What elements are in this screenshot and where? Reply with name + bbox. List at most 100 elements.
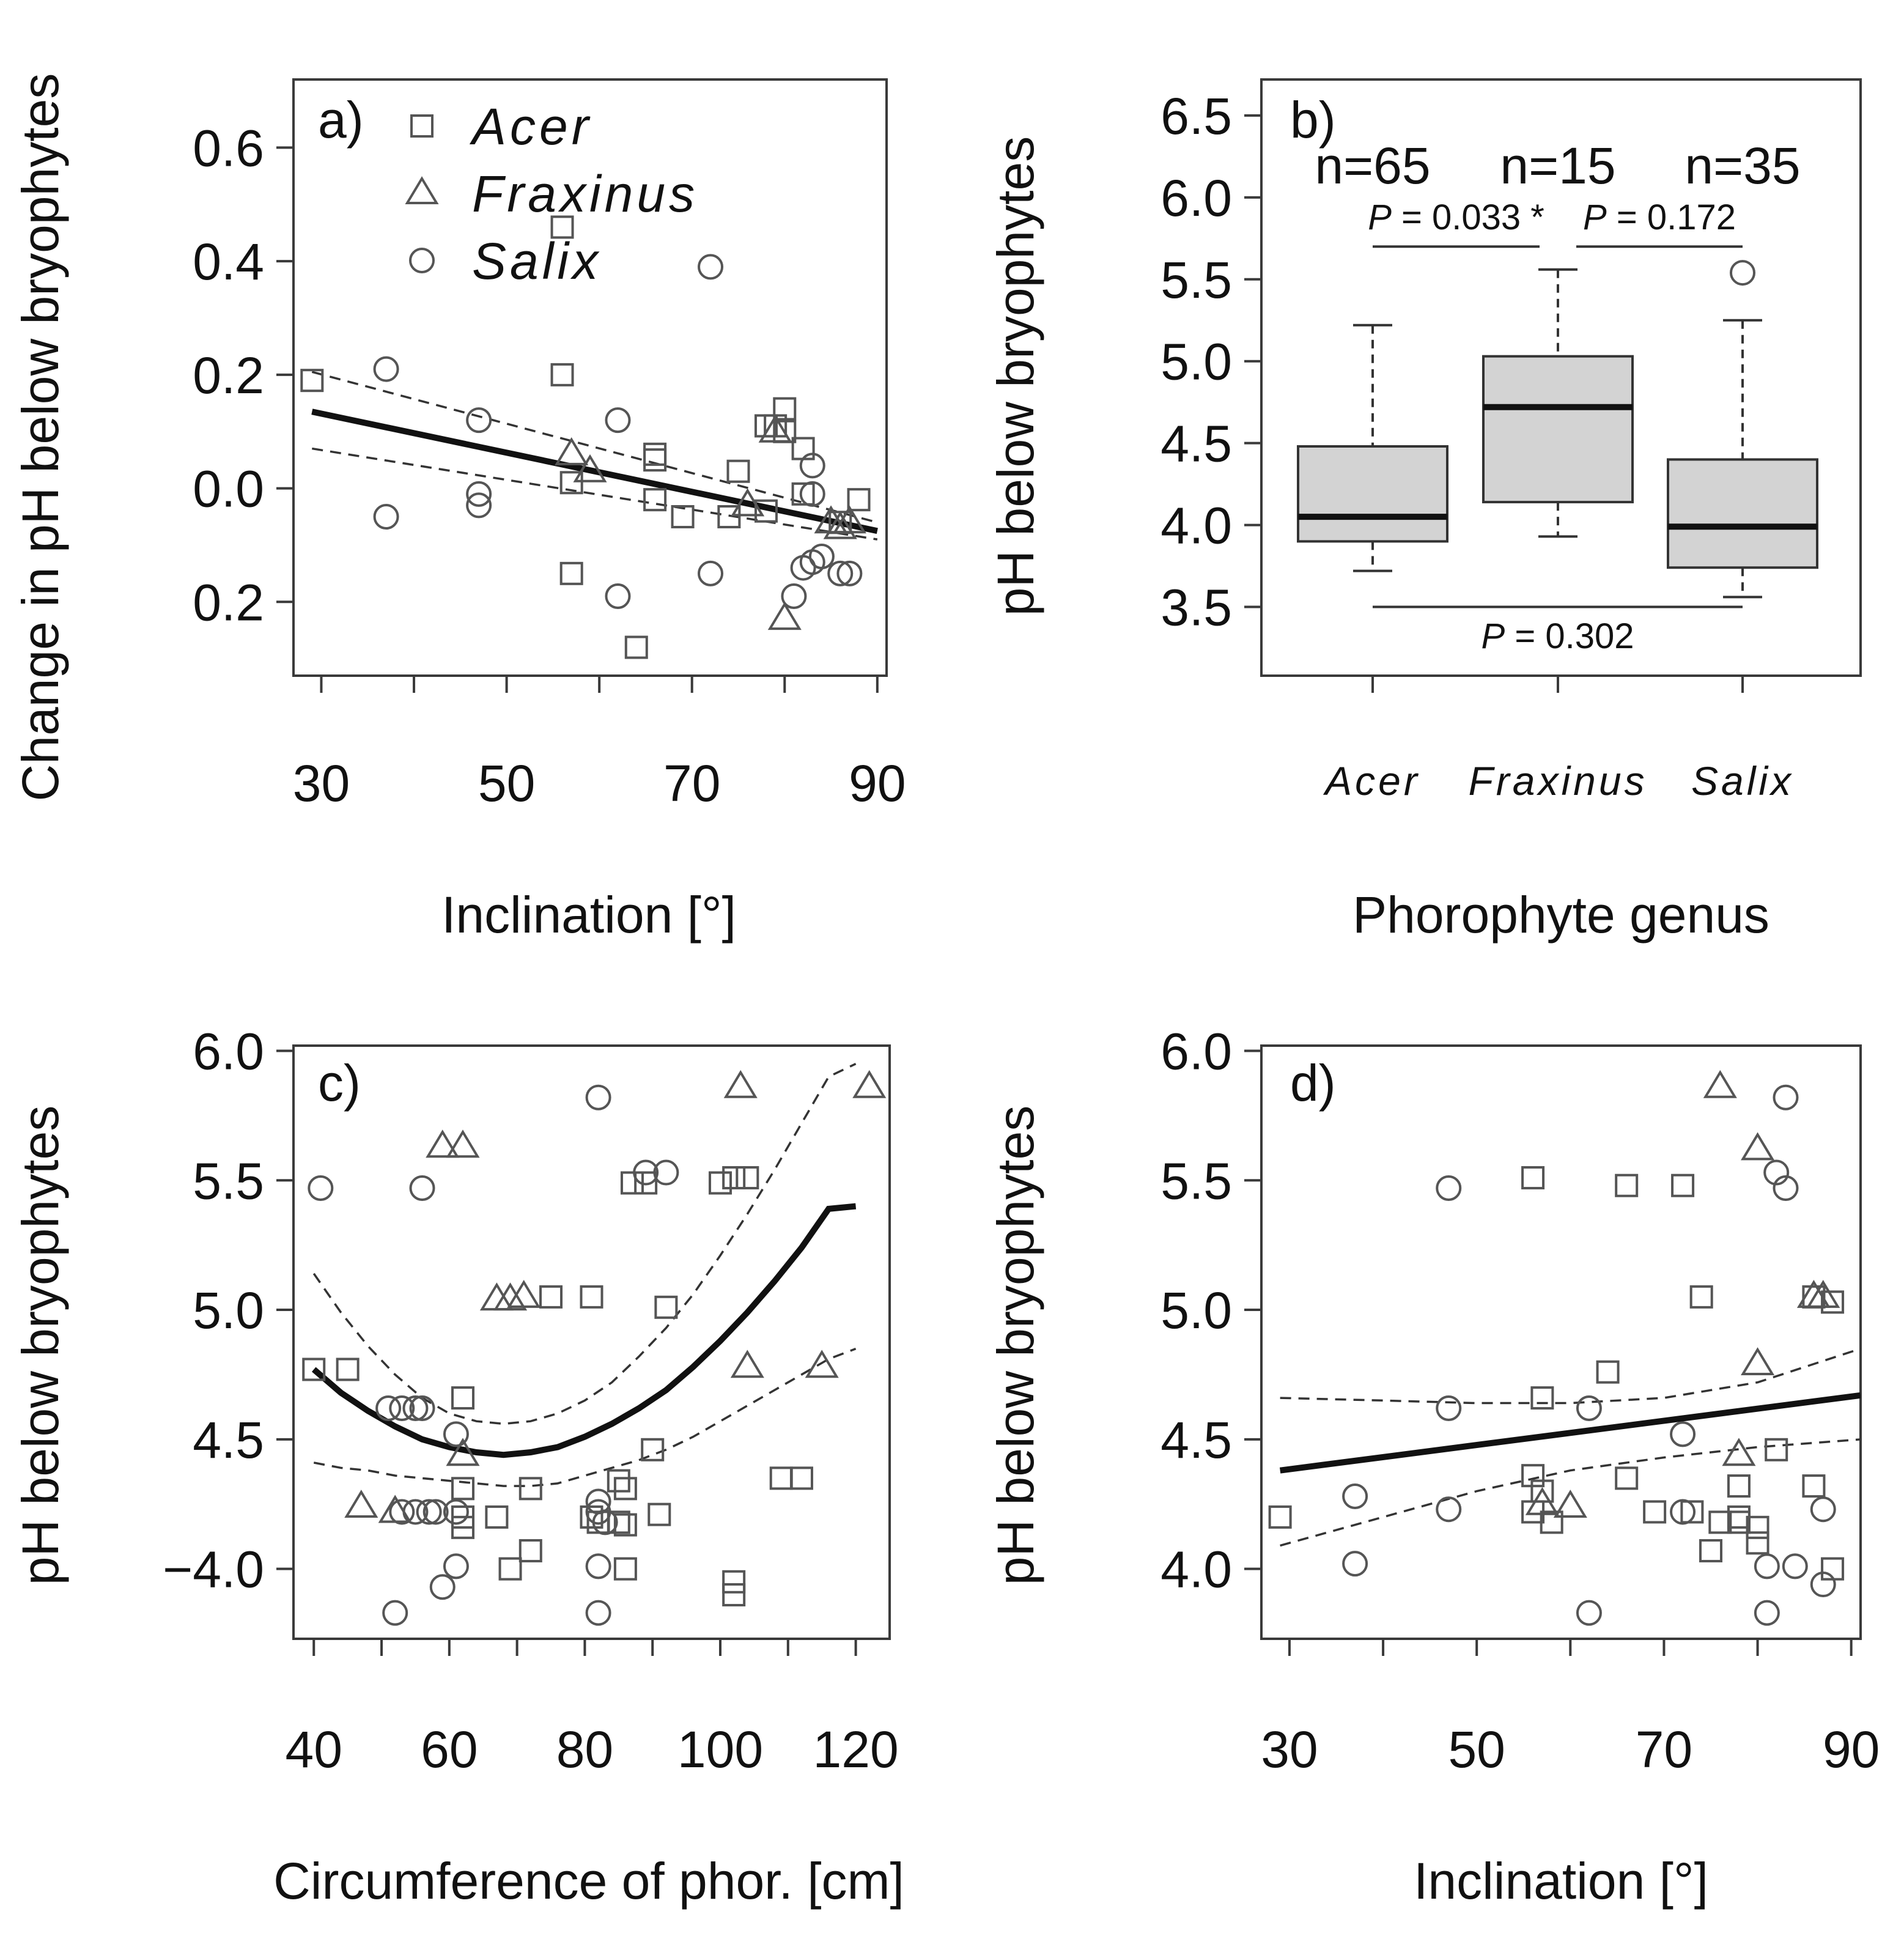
point-acer — [791, 482, 815, 506]
point-acer — [769, 1466, 793, 1490]
point-salix — [1576, 1395, 1602, 1422]
point-fraxinus — [1703, 1070, 1737, 1098]
x-tick-label: 80 — [556, 1721, 613, 1778]
fit-line — [311, 1203, 857, 1458]
p-value-label: P = 0.033 * — [1368, 198, 1544, 237]
fit-lines — [1279, 1347, 1861, 1547]
n-label: n=15 — [1500, 137, 1615, 194]
series-fraxinus — [555, 414, 866, 630]
point-salix — [585, 1084, 611, 1110]
point-acer — [451, 1386, 474, 1410]
point-fraxinus — [426, 1129, 460, 1158]
point-salix — [466, 492, 492, 519]
point-salix — [389, 1395, 415, 1422]
x-tick-label: 100 — [677, 1721, 763, 1778]
point-acer — [1521, 1166, 1545, 1190]
panel-c: 6.0 5.5 5.0 4.5 −4.0 40 60 80 100 120 Circumferenc… — [12, 1022, 904, 1910]
point-salix — [585, 1600, 611, 1626]
point-acer — [550, 215, 574, 239]
iqr-box — [1297, 445, 1448, 543]
point-acer — [613, 1477, 637, 1501]
y-tick-label: 0.2 — [193, 574, 264, 631]
panel-label: a) — [318, 91, 364, 149]
legend-label: Fraxinus — [472, 165, 698, 223]
point-salix — [1436, 1175, 1462, 1201]
fit-lines — [311, 371, 878, 541]
point-acer — [1643, 1500, 1667, 1524]
point-acer — [641, 1438, 665, 1461]
series-salix — [1342, 1084, 1836, 1626]
point-acer — [607, 1510, 630, 1534]
plot-frame — [1260, 78, 1862, 677]
x-axis-label: Phorophyte genus — [1352, 886, 1769, 944]
x-tick-label: 70 — [1636, 1721, 1692, 1778]
point-salix — [308, 1175, 334, 1201]
point-acer — [607, 1469, 630, 1493]
p-value-label: P = 0.302 — [1482, 616, 1634, 656]
fit-line — [1279, 1392, 1861, 1474]
y-tick-label: 4.5 — [193, 1411, 264, 1469]
point-acer — [773, 397, 797, 421]
point-acer — [722, 1166, 746, 1190]
point-salix — [836, 560, 863, 586]
y-tick-label: 4.0 — [1160, 497, 1232, 555]
point-salix — [605, 407, 631, 434]
series-acer — [302, 1166, 813, 1606]
ci-upper-line — [311, 371, 878, 523]
box-acer — [1297, 323, 1448, 572]
point-salix — [633, 1159, 659, 1186]
point-acer — [1268, 1505, 1292, 1529]
box-salix — [1667, 260, 1818, 599]
point-acer — [789, 1466, 813, 1490]
point-acer — [613, 1513, 637, 1537]
x-tick-label: 90 — [1823, 1721, 1880, 1778]
point-acer — [498, 1557, 522, 1581]
point-fraxinus — [1553, 1490, 1587, 1518]
point-salix — [375, 1395, 402, 1422]
point-fraxinus — [573, 454, 607, 482]
series-salix — [308, 1084, 679, 1626]
category-label: Salix — [1691, 758, 1794, 804]
y-tick-label: 5.0 — [1160, 333, 1232, 391]
point-fraxinus — [832, 505, 866, 534]
point-acer — [717, 505, 741, 528]
x-axis-label: Inclination [°] — [441, 886, 736, 944]
point-acer — [1727, 1510, 1751, 1534]
panel-label: c) — [318, 1054, 361, 1112]
point-salix — [1810, 1496, 1836, 1523]
point-salix — [382, 1600, 408, 1626]
point-acer — [624, 635, 648, 659]
x-axis-label: Inclination [°] — [1414, 1852, 1708, 1910]
y-tick-label: −4.0 — [163, 1541, 264, 1598]
outlier-point — [1730, 260, 1755, 286]
point-acer — [300, 369, 324, 393]
series-acer — [300, 215, 871, 659]
point-salix — [1773, 1084, 1799, 1110]
panel-label: b) — [1290, 91, 1336, 149]
point-salix — [409, 1175, 435, 1201]
y-tick-label: 5.5 — [1160, 1152, 1232, 1210]
iqr-box — [1482, 355, 1634, 504]
x-tick-label: 50 — [1448, 1721, 1505, 1778]
point-acer — [485, 1505, 509, 1529]
point-acer — [1530, 1386, 1554, 1410]
point-salix — [808, 544, 835, 569]
point-acer — [1699, 1539, 1722, 1562]
point-salix — [402, 1395, 429, 1422]
point-fraxinus — [493, 1282, 528, 1311]
x-tick-label: 120 — [813, 1721, 899, 1778]
point-acer — [1680, 1500, 1704, 1524]
point-acer — [722, 1570, 746, 1594]
point-salix — [827, 560, 854, 586]
point-acer — [643, 448, 667, 472]
point-acer — [518, 1539, 542, 1562]
point-fraxinus — [767, 602, 802, 630]
point-acer — [726, 459, 750, 483]
series-acer — [1268, 1166, 1845, 1581]
point-acer — [539, 1285, 563, 1309]
point-salix — [443, 1499, 469, 1525]
point-fraxinus — [723, 1070, 758, 1098]
point-salix — [1342, 1483, 1368, 1510]
point-fraxinus — [507, 1279, 541, 1308]
point-salix — [429, 1574, 456, 1600]
